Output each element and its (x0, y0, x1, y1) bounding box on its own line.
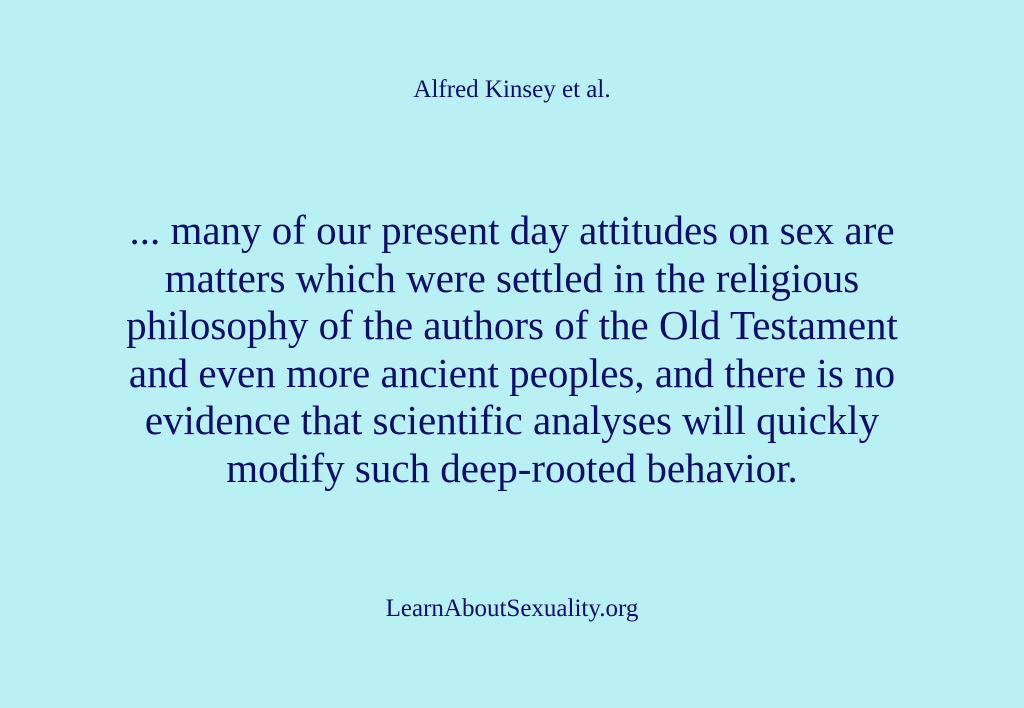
quote-author: Alfred Kinsey et al. (413, 76, 611, 103)
quote-line: modify such deep-rooted behavior. (226, 444, 798, 491)
quote-line: and even more ancient peoples, and there… (128, 349, 896, 396)
quote-line: evidence that scientific analyses will q… (144, 397, 880, 443)
quote-line: matters which were settled in the religi… (164, 254, 860, 301)
quote-line: philosophy of the authors of the Old Tes… (126, 302, 898, 348)
quote-line: ... many of our present day attitudes on… (129, 207, 895, 253)
quote-text: ... many of our present day attitudes on… (0, 207, 1024, 492)
site-watermark: LearnAboutSexuality.org (385, 595, 639, 622)
